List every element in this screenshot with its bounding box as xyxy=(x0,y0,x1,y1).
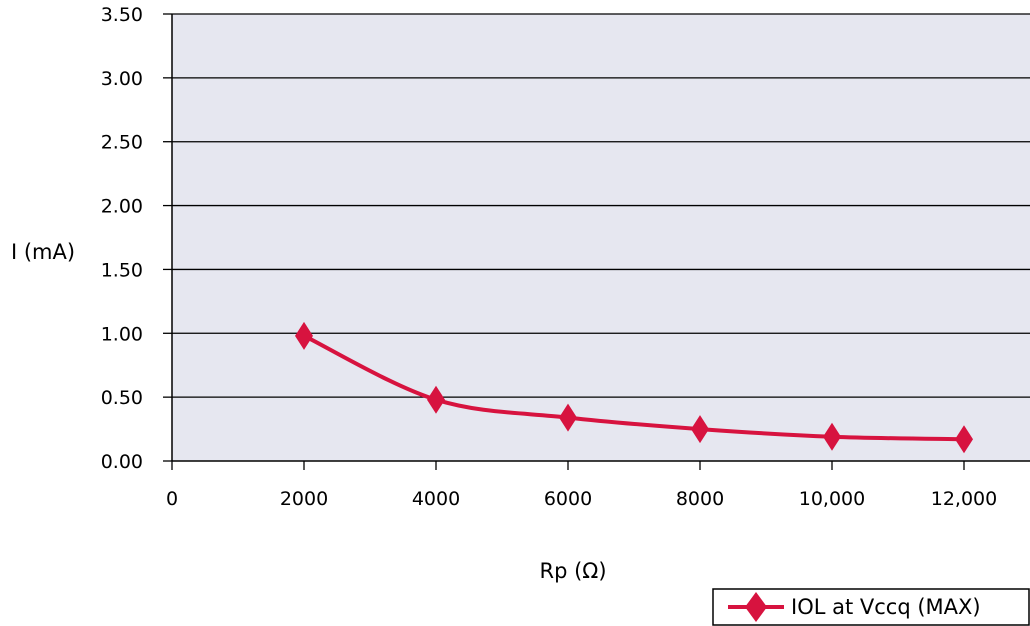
plot-area xyxy=(172,14,1030,461)
x-tick-label: 4000 xyxy=(412,488,460,510)
y-axis-title: I (mA) xyxy=(11,240,75,264)
y-tick-label: 3.50 xyxy=(101,4,143,26)
y-tick-label: 2.50 xyxy=(101,132,143,154)
data-point xyxy=(691,415,709,444)
x-tick-labels: 0 2000 4000 6000 8000 10,000 12,000 xyxy=(166,488,997,510)
x-tick-label: 10,000 xyxy=(799,488,865,510)
x-tick-label: 8000 xyxy=(676,488,724,510)
x-tick-label: 0 xyxy=(166,488,178,510)
data-point xyxy=(427,385,445,414)
y-tick-label: 1.50 xyxy=(101,259,143,281)
x-tick-label: 12,000 xyxy=(931,488,997,510)
x-tick-label: 6000 xyxy=(544,488,592,510)
x-tick-label: 2000 xyxy=(280,488,328,510)
data-point xyxy=(559,403,577,432)
x-axis-title: Rp (Ω) xyxy=(539,559,606,583)
grid-lines xyxy=(163,13,1030,470)
legend: IOL at Vccq (MAX) xyxy=(712,588,1030,626)
series-line xyxy=(303,334,965,442)
axes xyxy=(171,14,1030,462)
legend-label: IOL at Vccq (MAX) xyxy=(791,595,981,619)
data-point xyxy=(823,422,841,451)
data-point xyxy=(295,321,313,350)
y-tick-label: 0.00 xyxy=(101,451,143,473)
y-tick-labels: 0.00 0.50 1.00 1.50 2.00 2.50 3.00 3.50 xyxy=(101,4,143,473)
y-tick-label: 2.00 xyxy=(101,196,143,218)
y-tick-label: 3.00 xyxy=(101,68,143,90)
data-point xyxy=(955,425,973,454)
y-tick-label: 0.50 xyxy=(101,387,143,409)
series-iol xyxy=(295,321,973,454)
legend-diamond-icon xyxy=(745,592,767,622)
y-tick-label: 1.00 xyxy=(101,323,143,345)
